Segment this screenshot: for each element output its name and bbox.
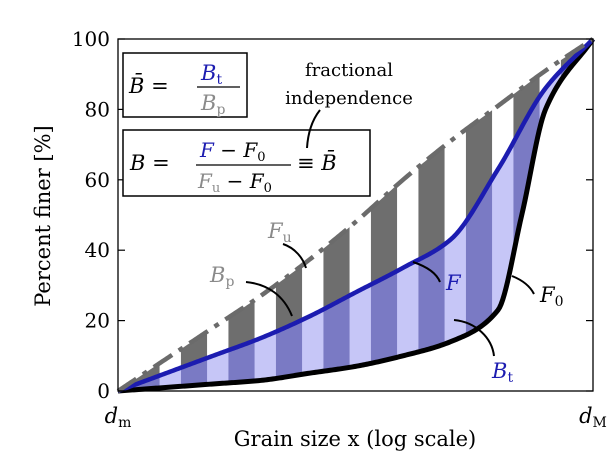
band-lower-stripe (180, 358, 208, 387)
annotations-layer: B̄ = Bt Bp B = F − F0 Fu − F0 ≡ B̄ fract… (122, 52, 564, 386)
box2-lhs: B = (129, 151, 170, 175)
bp-pointer (245, 281, 293, 317)
series-line-F (117, 37, 595, 394)
band-lower-stripe (465, 178, 493, 336)
x-axis-label: Grain size x (log scale) (234, 427, 477, 451)
y-tick-label: 40 (85, 238, 110, 262)
formula-box-1 (122, 52, 248, 118)
band-upper-stripe (323, 227, 350, 310)
fractional-independence-line2: independence (285, 88, 413, 109)
fractional-independence-pointer (306, 109, 321, 149)
band-lower-stripe (370, 271, 398, 364)
y-tick-label: 80 (85, 97, 110, 121)
band-upper-stripe (513, 74, 540, 143)
box1-denominator: Bp (200, 91, 225, 118)
box2-rhs: ≡ B̄ (297, 150, 337, 175)
plot-frame (117, 38, 594, 392)
x-axis-label-text: Grain size x (log scale) (234, 427, 477, 451)
x-tick-label: dm (105, 404, 132, 431)
y-tick-label: 0 (97, 379, 110, 403)
box1-numerator: Bt (200, 61, 222, 88)
f0-pointer (511, 275, 535, 295)
series-line-Fu (116, 37, 595, 393)
band-lower-stripe (228, 340, 255, 383)
f-pointer (412, 261, 441, 283)
bt-label: Bt (491, 359, 513, 386)
fu-pointer (282, 243, 307, 269)
band-lower-stripe (323, 295, 350, 372)
f0-label: F0 (539, 283, 564, 310)
bt-pointer (453, 319, 495, 357)
formula-box-2 (122, 129, 371, 197)
f-label: F (445, 271, 462, 295)
band-lower-stripe (418, 244, 445, 352)
band-upper-stripe (465, 110, 493, 222)
y-axis-label: Percent finer [%] (31, 125, 55, 307)
axes-frame (117, 38, 594, 392)
curves-layer (116, 37, 596, 394)
bp-label: Bp (209, 263, 234, 290)
fu-label: Fu (267, 219, 292, 246)
x-tick-label: dM (579, 404, 607, 431)
band-upper-stripe (418, 145, 445, 260)
y-tick-label: 20 (85, 309, 110, 333)
band-upper-stripe (275, 265, 303, 332)
fractional-independence-line1: fractional (305, 60, 393, 81)
band-upper-stripe (228, 300, 255, 351)
band-upper-stripe (370, 184, 398, 285)
box2-numerator: F − F0 (199, 138, 266, 165)
ticks-layer: 0 20 40 60 80 100 dm dM (72, 27, 607, 431)
band-lower-stripe (275, 319, 303, 379)
series-line-F0 (117, 37, 596, 394)
y-tick-label: 60 (85, 168, 110, 192)
box2-denominator: Fu − F0 (197, 169, 272, 196)
box1-lhs: B̄ = (128, 73, 169, 98)
y-tick-label: 100 (72, 27, 110, 51)
